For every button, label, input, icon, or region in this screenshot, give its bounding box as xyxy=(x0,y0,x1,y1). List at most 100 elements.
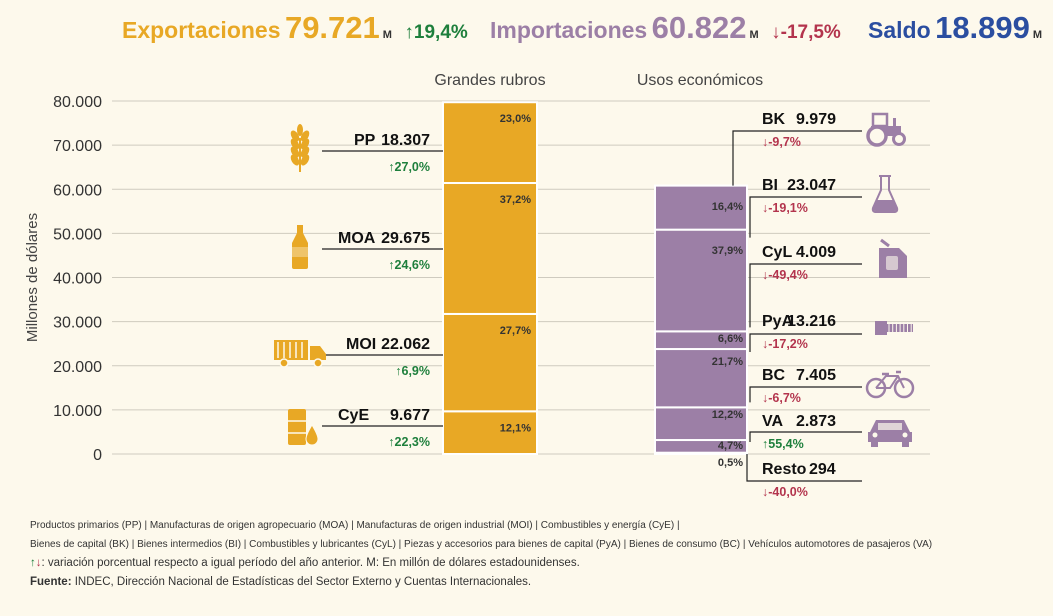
import-value: 9.979 xyxy=(796,111,836,128)
y-tick-label: 30.000 xyxy=(53,315,102,332)
category-label-usos-economicos: Usos económicos xyxy=(637,72,763,89)
export-code: CyE xyxy=(338,407,369,424)
y-tick-label: 0 xyxy=(93,447,102,464)
share-label-bc: 12,2% xyxy=(712,409,743,421)
y-tick-label: 70.000 xyxy=(53,138,102,155)
export-change: ↑27,0% xyxy=(388,160,430,174)
importaciones-unit: M xyxy=(749,29,759,41)
saldo-unit: M xyxy=(1032,29,1043,41)
y-tick-label: 60.000 xyxy=(53,182,102,199)
export-code: PP xyxy=(354,132,376,149)
import-value: 23.047 xyxy=(787,177,836,194)
bar-segment-bi xyxy=(654,228,748,333)
export-code: MOI xyxy=(346,336,376,353)
share-label-pya: 21,7% xyxy=(712,356,743,368)
importaciones-change-value: -17,5% xyxy=(780,22,841,43)
saldo-label: Saldo xyxy=(868,17,931,43)
import-label-va: VA 2.873 ↑55,4% xyxy=(762,413,836,451)
export-change: ↑6,9% xyxy=(395,364,430,378)
export-label-moa: MOA 29.675 ↑24,6% xyxy=(322,230,443,272)
y-axis-label: Millones de dólares xyxy=(24,213,41,342)
leader-bi xyxy=(749,196,862,238)
import-code: BI xyxy=(762,177,778,194)
exportaciones-value: 79.721 xyxy=(284,10,380,45)
import-code: Resto xyxy=(762,461,807,478)
import-change: ↓-9,7% xyxy=(762,135,801,149)
import-code: BC xyxy=(762,367,786,384)
share-label-va: 4,7% xyxy=(718,440,743,452)
bar-segment-bk xyxy=(654,184,748,231)
bar-segment-pya xyxy=(654,348,748,409)
exportaciones-unit: M xyxy=(382,29,392,41)
arrow-up-icon: ↑ xyxy=(30,557,36,569)
leader-bk xyxy=(732,130,862,186)
export-code: MOA xyxy=(338,230,376,247)
import-change: ↓-6,7% xyxy=(762,391,801,405)
leader-va xyxy=(749,431,862,443)
share-label-resto: 0,5% xyxy=(718,457,743,469)
import-label-cyl: CyL 4.009 ↓-49,4% xyxy=(762,244,836,282)
jerrycan-icon xyxy=(879,238,907,278)
tractor-icon xyxy=(866,112,906,147)
y-tick-label: 80.000 xyxy=(53,94,102,111)
import-value: 294 xyxy=(809,461,836,478)
footer-arrow-note-text: : variación porcentual respecto a igual … xyxy=(41,557,580,569)
category-label-grandes-rubros: Grandes rubros xyxy=(434,72,545,89)
footer-import-legend: Bienes de capital (BK) | Bienes intermed… xyxy=(30,539,933,550)
import-value: 7.405 xyxy=(796,367,836,384)
leader-pya xyxy=(749,333,862,353)
export-label-cye: CyE 9.677 ↑22,3% xyxy=(322,407,443,449)
footer-arrow-note: ↑↓: variación porcentual respecto a igua… xyxy=(30,554,1030,573)
import-value: 13.216 xyxy=(787,313,836,330)
export-label-pp: PP 18.307 ↑27,0% xyxy=(322,132,443,174)
share-label-pp: 23,0% xyxy=(500,113,531,125)
import-label-bc: BC 7.405 ↓-6,7% xyxy=(762,367,836,405)
footer-export-legend: Productos primarios (PP) | Manufacturas … xyxy=(30,520,680,531)
import-label-bk: BK 9.979 ↓-9,7% xyxy=(762,111,836,149)
import-label-resto: Resto 294↓-40,0% xyxy=(762,461,836,499)
import-code: PyA xyxy=(762,313,794,330)
exportaciones-change: ↑19,4% xyxy=(404,22,468,43)
truck-icon xyxy=(274,340,326,368)
fuel-barrel-icon xyxy=(288,409,319,446)
export-value: 9.677 xyxy=(390,407,430,424)
bar-segment-cye xyxy=(442,410,538,455)
share-label-bi: 37,9% xyxy=(712,245,743,257)
exportaciones-change-value: 19,4% xyxy=(413,22,468,43)
footer: Productos primarios (PP) | Manufacturas … xyxy=(30,516,1030,592)
bar-segment-moi xyxy=(442,312,538,413)
import-change: ↓-17,2% xyxy=(762,337,808,351)
footer-source: Fuente: INDEC, Dirección Nacional de Est… xyxy=(30,573,1030,592)
arrow-down-icon: ↓ xyxy=(35,557,42,569)
import-change: ↓-40,0% xyxy=(762,485,808,499)
import-code: VA xyxy=(762,413,783,430)
bar-segment-pp xyxy=(442,101,538,185)
y-tick-label: 40.000 xyxy=(53,271,102,288)
y-tick-label: 50.000 xyxy=(53,226,102,243)
export-value: 29.675 xyxy=(381,230,430,247)
importaciones-change: ↓-17,5% xyxy=(771,22,841,43)
bar-segment-bc xyxy=(654,406,748,442)
bottle-icon xyxy=(292,225,308,269)
y-tick-label: 20.000 xyxy=(53,359,102,376)
share-label-moa: 37,2% xyxy=(500,194,531,206)
share-label-cyl: 6,6% xyxy=(718,333,743,345)
footer-source-text: INDEC, Dirección Nacional de Estadística… xyxy=(74,576,532,588)
share-label-cye: 12,1% xyxy=(500,422,531,434)
import-change: ↑55,4% xyxy=(762,437,804,451)
import-value: 2.873 xyxy=(796,413,836,430)
export-label-moi: MOI 22.062 ↑6,9% xyxy=(322,336,443,378)
import-change: ↓-19,1% xyxy=(762,201,808,215)
share-label-bk: 16,4% xyxy=(712,201,743,213)
saldo-value: 18.899 xyxy=(935,10,1030,45)
bolt-icon xyxy=(875,321,913,335)
saldo-header: Saldo 18.899 M xyxy=(868,10,1042,46)
trade-chart: 0 10.000 20.000 30.000 40.000 50.000 60.000 70.… xyxy=(24,72,930,499)
y-tick-label: 10.000 xyxy=(53,403,102,420)
wheat-icon xyxy=(290,124,310,172)
bar-segment-moa xyxy=(442,182,538,315)
leader-resto xyxy=(746,454,862,482)
import-label-bi: BI 23.047 ↓-19,1% xyxy=(762,177,836,215)
export-change: ↑22,3% xyxy=(388,435,430,449)
